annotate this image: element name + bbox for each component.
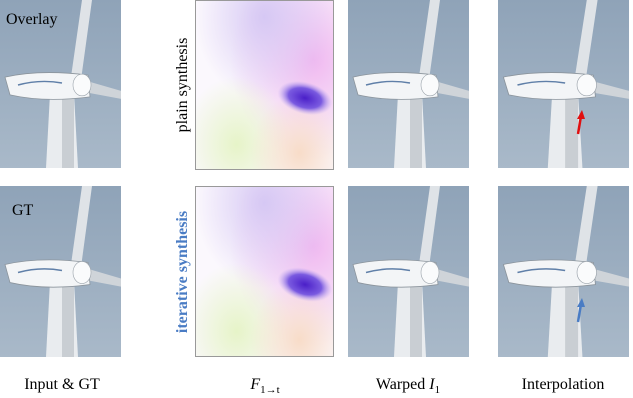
row-label: iterative synthesis: [174, 211, 191, 333]
warped-image: [348, 0, 469, 168]
subscript: 1: [435, 384, 441, 396]
symbol: F: [249, 376, 260, 393]
label-text: Warped: [376, 376, 429, 393]
flow-image: [195, 0, 336, 170]
column-label: Interpolation: [522, 376, 605, 393]
panel-label: Overlay: [6, 11, 58, 28]
interpolation-image: [498, 186, 629, 357]
row-label: plain synthesis: [174, 38, 191, 133]
subscript: 1→t: [260, 384, 280, 396]
interpolation-image: [498, 0, 629, 168]
panel-label: GT: [12, 202, 34, 219]
flow-image: [195, 186, 336, 357]
column-label: F1→t: [249, 376, 279, 396]
column-label: Input & GT: [24, 376, 100, 393]
figure: Overlay GT plain synthesis iterative syn…: [0, 0, 633, 398]
column-label: Warped I1: [376, 376, 440, 396]
warped-image: [348, 186, 469, 357]
